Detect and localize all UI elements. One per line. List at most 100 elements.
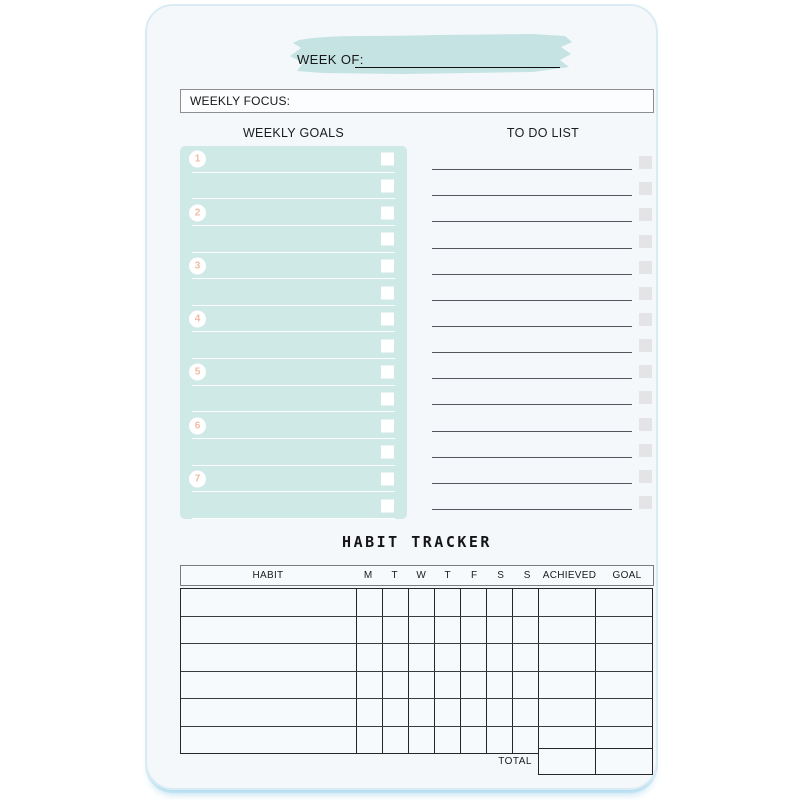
day-cell-t1[interactable]	[382, 699, 408, 726]
goal-checkbox[interactable]	[381, 259, 394, 273]
day-cell-s1[interactable]	[486, 589, 512, 616]
todo-checkbox[interactable]	[639, 312, 652, 326]
todo-row[interactable]	[432, 353, 652, 380]
goal-row[interactable]	[180, 492, 407, 519]
week-of-fill-in-line[interactable]	[355, 67, 560, 68]
todo-row[interactable]	[432, 405, 652, 432]
day-cell-t2[interactable]	[434, 726, 460, 753]
day-cell-m[interactable]	[356, 699, 382, 726]
day-cell-f[interactable]	[460, 671, 486, 698]
achieved-cell[interactable]	[538, 589, 595, 616]
todo-checkbox[interactable]	[639, 156, 652, 170]
goal-row[interactable]: 6	[180, 412, 407, 440]
goal-checkbox[interactable]	[381, 445, 394, 459]
day-cell-m[interactable]	[356, 644, 382, 671]
goal-row[interactable]: 2	[180, 199, 407, 226]
goal-row[interactable]: 7	[180, 466, 407, 493]
todo-row[interactable]	[432, 432, 652, 458]
day-cell-m[interactable]	[356, 726, 382, 753]
day-cell-f[interactable]	[460, 644, 486, 671]
day-cell-w[interactable]	[408, 726, 434, 753]
todo-row[interactable]	[432, 458, 652, 484]
total-goal-cell[interactable]	[595, 749, 652, 774]
todo-row[interactable]	[432, 327, 652, 354]
todo-row[interactable]	[432, 484, 652, 510]
goal-row[interactable]: 1	[180, 146, 407, 173]
achieved-cell[interactable]	[538, 616, 595, 643]
habit-name-cell[interactable]	[181, 672, 356, 699]
todo-checkbox[interactable]	[639, 391, 652, 405]
day-cell-m[interactable]	[356, 671, 382, 698]
todo-row[interactable]	[432, 196, 652, 223]
todo-row[interactable]	[432, 249, 652, 275]
day-cell-s2[interactable]	[512, 644, 538, 671]
achieved-cell[interactable]	[538, 699, 595, 726]
goal-row[interactable]: 3	[180, 253, 407, 280]
day-cell-m[interactable]	[356, 589, 382, 616]
goal-cell[interactable]	[595, 726, 652, 753]
day-cell-w[interactable]	[408, 699, 434, 726]
achieved-cell[interactable]	[538, 671, 595, 698]
habit-name-cell[interactable]	[181, 589, 356, 616]
todo-checkbox[interactable]	[639, 495, 652, 509]
todo-checkbox[interactable]	[639, 286, 652, 300]
day-cell-s1[interactable]	[486, 671, 512, 698]
goal-row[interactable]	[180, 386, 407, 413]
todo-row[interactable]	[432, 170, 652, 197]
todo-checkbox[interactable]	[639, 208, 652, 222]
goal-row[interactable]: 5	[180, 359, 407, 386]
goal-row[interactable]	[180, 226, 407, 253]
day-cell-t1[interactable]	[382, 726, 408, 753]
goal-checkbox[interactable]	[381, 365, 394, 379]
goal-cell[interactable]	[595, 699, 652, 726]
goal-checkbox[interactable]	[381, 472, 394, 486]
total-achieved-cell[interactable]	[539, 749, 595, 774]
day-cell-t1[interactable]	[382, 644, 408, 671]
todo-row[interactable]	[432, 222, 652, 249]
goal-row[interactable]	[180, 173, 407, 200]
day-cell-t2[interactable]	[434, 616, 460, 643]
day-cell-t1[interactable]	[382, 616, 408, 643]
habit-name-cell[interactable]	[181, 727, 356, 754]
day-cell-s1[interactable]	[486, 699, 512, 726]
todo-checkbox[interactable]	[639, 469, 652, 483]
day-cell-w[interactable]	[408, 644, 434, 671]
todo-checkbox[interactable]	[639, 365, 652, 379]
todo-row[interactable]	[432, 275, 652, 301]
goal-checkbox[interactable]	[381, 312, 394, 326]
todo-checkbox[interactable]	[639, 339, 652, 353]
todo-checkbox[interactable]	[639, 260, 652, 274]
goal-cell[interactable]	[595, 644, 652, 671]
day-cell-t1[interactable]	[382, 589, 408, 616]
day-cell-t2[interactable]	[434, 589, 460, 616]
goal-checkbox[interactable]	[381, 286, 394, 300]
goal-checkbox[interactable]	[381, 152, 394, 166]
day-cell-s1[interactable]	[486, 644, 512, 671]
goal-cell[interactable]	[595, 589, 652, 616]
todo-row[interactable]	[432, 379, 652, 406]
day-cell-s2[interactable]	[512, 671, 538, 698]
goal-checkbox[interactable]	[381, 419, 394, 433]
day-cell-s1[interactable]	[486, 616, 512, 643]
day-cell-f[interactable]	[460, 699, 486, 726]
todo-checkbox[interactable]	[639, 417, 652, 431]
todo-checkbox[interactable]	[639, 182, 652, 196]
day-cell-s2[interactable]	[512, 589, 538, 616]
goal-cell[interactable]	[595, 671, 652, 698]
todo-row[interactable]	[432, 144, 652, 171]
day-cell-t1[interactable]	[382, 671, 408, 698]
goal-row[interactable]: 4	[180, 306, 407, 333]
day-cell-t2[interactable]	[434, 671, 460, 698]
day-cell-f[interactable]	[460, 726, 486, 753]
habit-name-cell[interactable]	[181, 644, 356, 671]
goal-cell[interactable]	[595, 616, 652, 643]
achieved-cell[interactable]	[538, 644, 595, 671]
day-cell-w[interactable]	[408, 589, 434, 616]
habit-name-cell[interactable]	[181, 617, 356, 644]
day-cell-s1[interactable]	[486, 726, 512, 753]
todo-row[interactable]	[432, 301, 652, 327]
todo-checkbox[interactable]	[639, 443, 652, 457]
day-cell-s2[interactable]	[512, 726, 538, 753]
goal-row[interactable]	[180, 332, 407, 360]
todo-checkbox[interactable]	[639, 234, 652, 248]
